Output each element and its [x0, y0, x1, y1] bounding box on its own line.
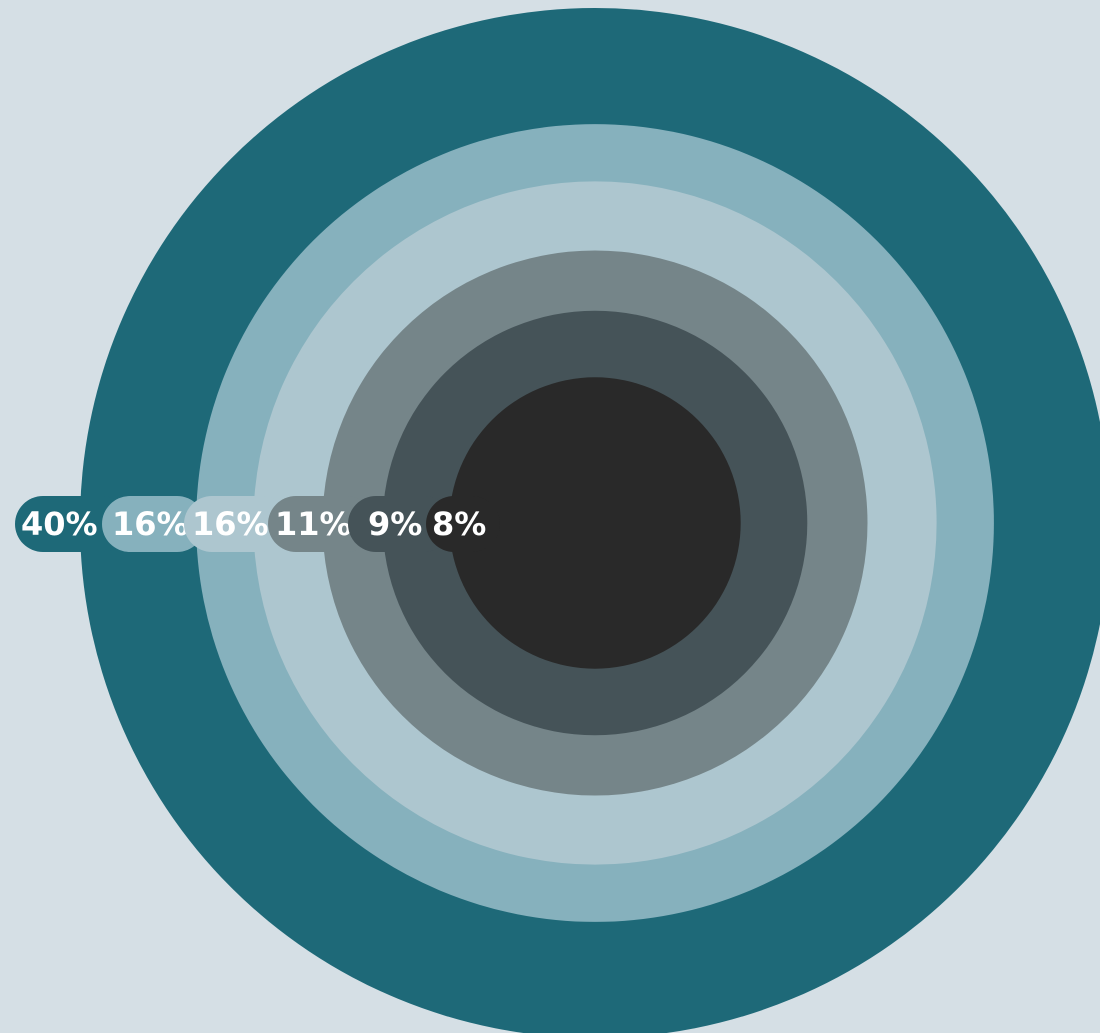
value-label-text: 8%	[432, 505, 486, 543]
circle-layer-6	[449, 377, 741, 669]
value-label-3: 16%	[184, 496, 290, 552]
value-label-pill	[15, 496, 130, 552]
value-label-pill	[102, 496, 205, 552]
value-label-text: 16%	[112, 505, 189, 543]
value-label-5: 9%	[348, 496, 452, 552]
circles-layer	[80, 8, 1100, 1033]
value-label-pill	[348, 496, 452, 552]
value-label-1: 40%	[15, 496, 130, 552]
value-label-text: 11%	[275, 505, 352, 543]
value-label-text: 40%	[21, 505, 98, 543]
value-label-text: 16%	[192, 505, 269, 543]
value-label-2: 16%	[102, 496, 205, 552]
value-label-4: 11%	[268, 496, 375, 552]
value-label-pill	[426, 496, 500, 552]
value-label-pill	[184, 496, 290, 552]
value-label-pill	[268, 496, 375, 552]
value-label-text: 9%	[368, 505, 422, 543]
value-label-6: 8%	[426, 496, 500, 552]
labels-layer: 40% 16% 16% 11% 9% 8%	[15, 496, 500, 552]
